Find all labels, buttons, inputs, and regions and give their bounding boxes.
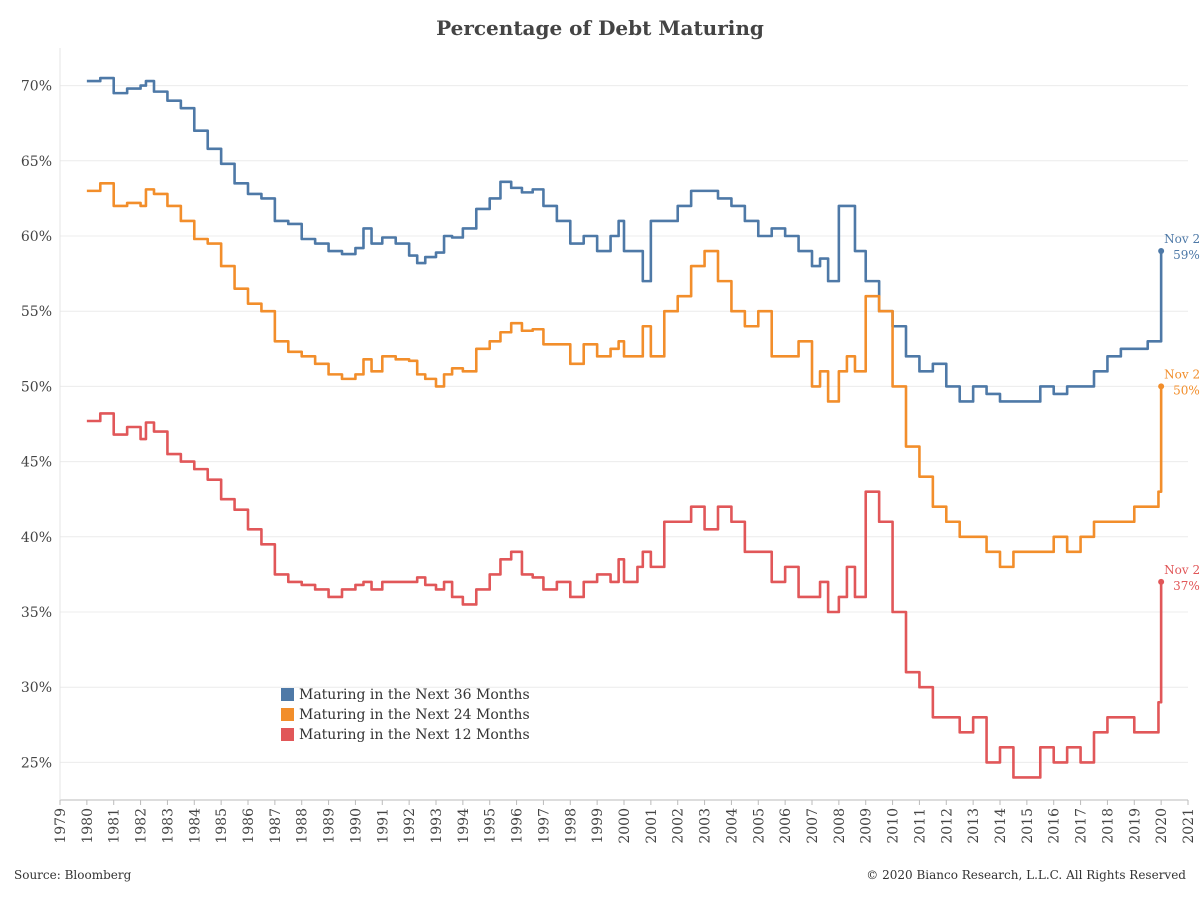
x-tick-label: 2021	[1181, 808, 1197, 844]
legend-swatch	[281, 708, 294, 721]
x-tick-label: 1984	[187, 808, 203, 844]
x-tick-label: 1982	[134, 808, 150, 844]
x-tick-label: 2008	[832, 808, 848, 844]
x-tick-label: 2004	[724, 808, 740, 844]
x-tick-label: 2009	[859, 808, 875, 844]
end-labels: Nov 20 59% Nov 20 50% Nov 20 37%	[1164, 232, 1200, 593]
x-tick-label: 2007	[805, 808, 821, 844]
end-label-date: Nov 20	[1164, 563, 1200, 577]
x-tick-label: 1993	[429, 808, 445, 844]
x-tick-label: 2002	[671, 808, 687, 844]
series-line-3	[86, 412, 1163, 779]
x-tick-label: 1995	[483, 808, 499, 844]
y-tick-label: 65%	[21, 154, 52, 170]
series-line-1	[86, 76, 1163, 403]
x-tick-label: 2000	[617, 808, 633, 844]
legend-swatch	[281, 688, 294, 701]
y-tick-label: 55%	[21, 304, 52, 320]
copyright-note: © 2020 Bianco Research, L.L.C. All Right…	[866, 868, 1186, 882]
y-tick-label: 30%	[21, 680, 52, 696]
y-tick-label: 70%	[21, 79, 52, 95]
end-label-value: 59%	[1173, 248, 1200, 262]
series-line-2	[86, 182, 1163, 569]
x-tick-label: 2015	[1020, 808, 1036, 844]
x-tick-label: 1983	[160, 808, 176, 844]
end-label-date: Nov 20	[1164, 367, 1200, 381]
x-tick-label: 2014	[993, 808, 1009, 844]
grid-lines	[60, 85, 1188, 763]
x-tick-label: 1989	[322, 808, 338, 844]
x-tick-label: 1980	[80, 808, 96, 844]
y-tick-label: 60%	[21, 229, 52, 245]
series-end-point-2	[1158, 383, 1165, 390]
x-tick-label: 1987	[268, 808, 284, 844]
x-tick-label: 1979	[53, 808, 69, 844]
x-tick-label: 2019	[1127, 808, 1143, 844]
x-tick-label: 2010	[886, 808, 902, 844]
series-end-point-1	[1158, 248, 1165, 255]
x-tick-label: 2001	[644, 808, 660, 844]
x-tick-label: 1997	[536, 808, 552, 844]
x-tick-label: 1990	[348, 808, 364, 844]
legend-label: Maturing in the Next 36 Months	[299, 687, 530, 703]
x-tick-label: 2017	[1074, 808, 1090, 844]
x-tick-label: 1991	[375, 808, 391, 844]
x-tick-label: 2016	[1047, 808, 1063, 844]
x-tick-label: 1988	[295, 808, 311, 844]
series-lines	[86, 76, 1165, 779]
x-tick-label: 1998	[563, 808, 579, 844]
x-tick-label: 1985	[214, 808, 230, 844]
x-tick-label: 2020	[1154, 808, 1170, 844]
x-tick-label: 1994	[456, 808, 472, 844]
x-tick-label: 2011	[912, 808, 928, 844]
end-label-value: 50%	[1173, 383, 1200, 397]
y-tick-label: 35%	[21, 605, 52, 621]
x-tick-label: 2003	[698, 808, 714, 844]
x-tick-label: 1999	[590, 808, 606, 844]
source-note: Source: Bloomberg	[14, 868, 132, 882]
x-tick-label: 1992	[402, 808, 418, 844]
x-tick-label: 1981	[107, 808, 123, 844]
y-tick-label: 25%	[21, 755, 52, 771]
end-label-value: 37%	[1173, 579, 1200, 593]
x-tick-label: 2006	[778, 808, 794, 844]
y-tick-label: 45%	[21, 455, 52, 471]
x-tick-label: 2018	[1100, 808, 1116, 844]
x-tick-label: 2013	[966, 808, 982, 844]
x-tick-label: 1986	[241, 808, 257, 844]
x-tick-label: 2012	[939, 808, 955, 844]
axes: 25% 30% 35% 40% 45% 50% 55% 60% 65% 70% 1979 1980 19…	[21, 48, 1197, 844]
legend-swatch	[281, 728, 294, 741]
chart-title: Percentage of Debt Maturing	[436, 16, 764, 40]
end-label-date: Nov 20	[1164, 232, 1200, 246]
legend-label: Maturing in the Next 24 Months	[299, 707, 530, 723]
x-tick-label: 1996	[510, 808, 526, 844]
y-tick-label: 40%	[21, 530, 52, 546]
x-tick-label: 2005	[751, 808, 767, 844]
legend-label: Maturing in the Next 12 Months	[299, 727, 530, 743]
legend: Maturing in the Next 36 Months Maturing i…	[281, 687, 530, 743]
y-tick-label: 50%	[21, 379, 52, 395]
series-end-point-3	[1158, 578, 1165, 585]
